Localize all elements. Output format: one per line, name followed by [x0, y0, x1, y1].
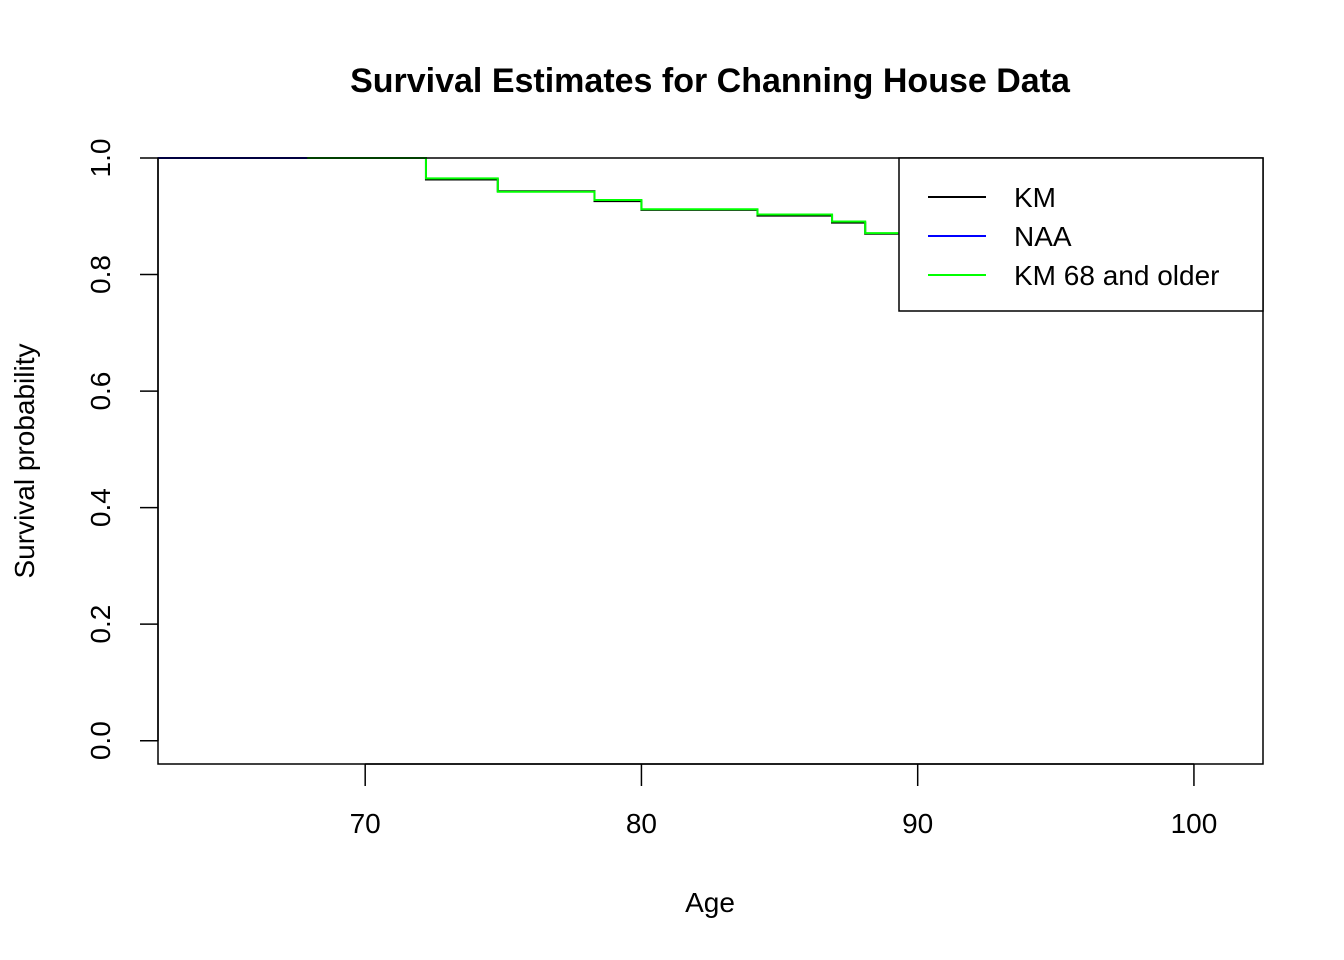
x-tick-label: 80: [626, 808, 657, 839]
y-tick-label: 1.0: [85, 139, 116, 178]
legend-entry-label: NAA: [1014, 221, 1072, 252]
x-tick-label: 70: [350, 808, 381, 839]
x-tick-label: 100: [1171, 808, 1218, 839]
series-line-2: [307, 157, 899, 235]
legend-entry-label: KM: [1014, 182, 1056, 213]
y-tick-label: 0.0: [85, 721, 116, 760]
legend-entry-label: KM 68 and older: [1014, 260, 1219, 291]
legend-box: [898, 157, 1264, 312]
y-axis: 0.0 0.2 0.4 0.6 0.8 1.0: [85, 139, 159, 760]
plot-area: [158, 157, 899, 235]
y-tick-label: 0.2: [85, 605, 116, 644]
y-tick-label: 0.8: [85, 255, 116, 294]
chart-title: Survival Estimates for Channing House Da…: [350, 62, 1071, 100]
y-tick-label: 0.6: [85, 372, 116, 411]
x-axis-label: Age: [685, 887, 735, 918]
legend: KM NAA KM 68 and older: [898, 157, 1264, 312]
x-axis: 70 80 90 100: [350, 763, 1218, 839]
y-tick-label: 0.4: [85, 488, 116, 527]
y-axis-label: Survival probability: [9, 344, 40, 579]
x-tick-label: 90: [902, 808, 933, 839]
series-line-0: [158, 157, 899, 235]
